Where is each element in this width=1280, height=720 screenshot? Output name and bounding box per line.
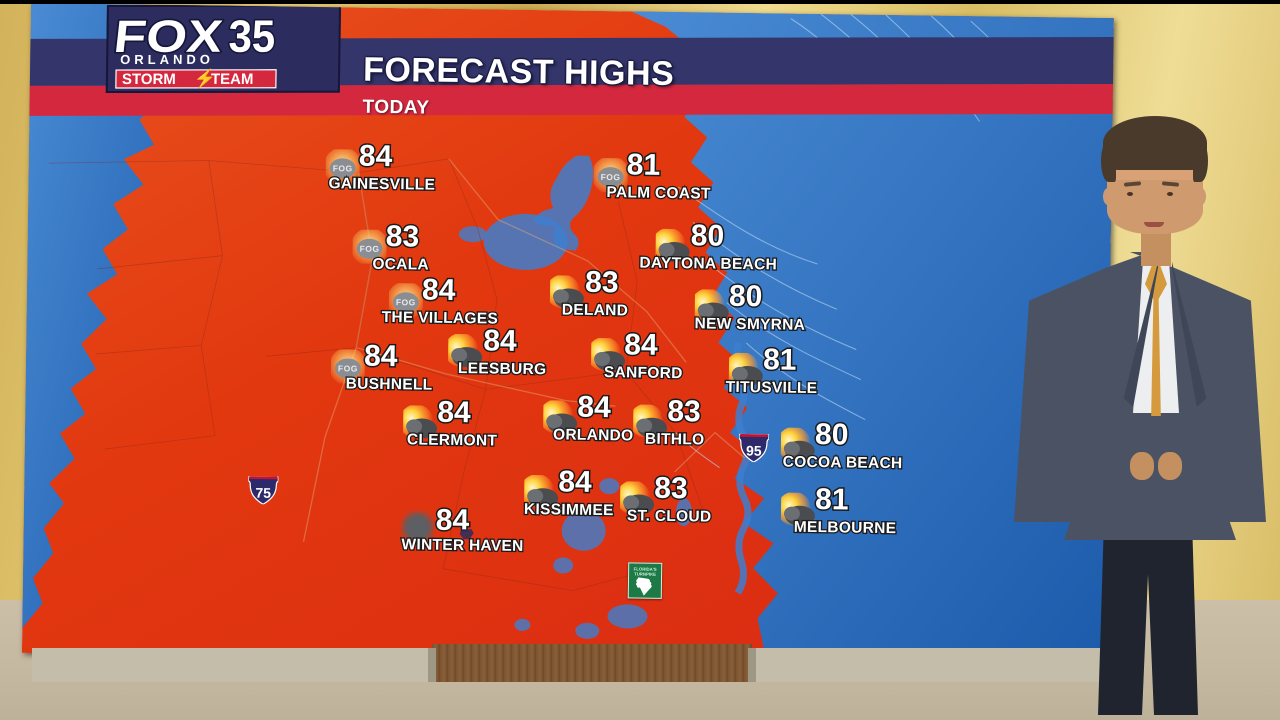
svg-text:35: 35 xyxy=(228,11,275,62)
svg-text:STORM: STORM xyxy=(122,71,176,88)
svg-text:75: 75 xyxy=(255,485,271,501)
svg-text:⚡: ⚡ xyxy=(194,68,217,90)
svg-text:TEAM: TEAM xyxy=(211,71,254,88)
svg-text:ORLANDO: ORLANDO xyxy=(120,52,214,67)
svg-text:TURNPIKE: TURNPIKE xyxy=(634,571,656,576)
svg-text:95: 95 xyxy=(746,442,762,458)
